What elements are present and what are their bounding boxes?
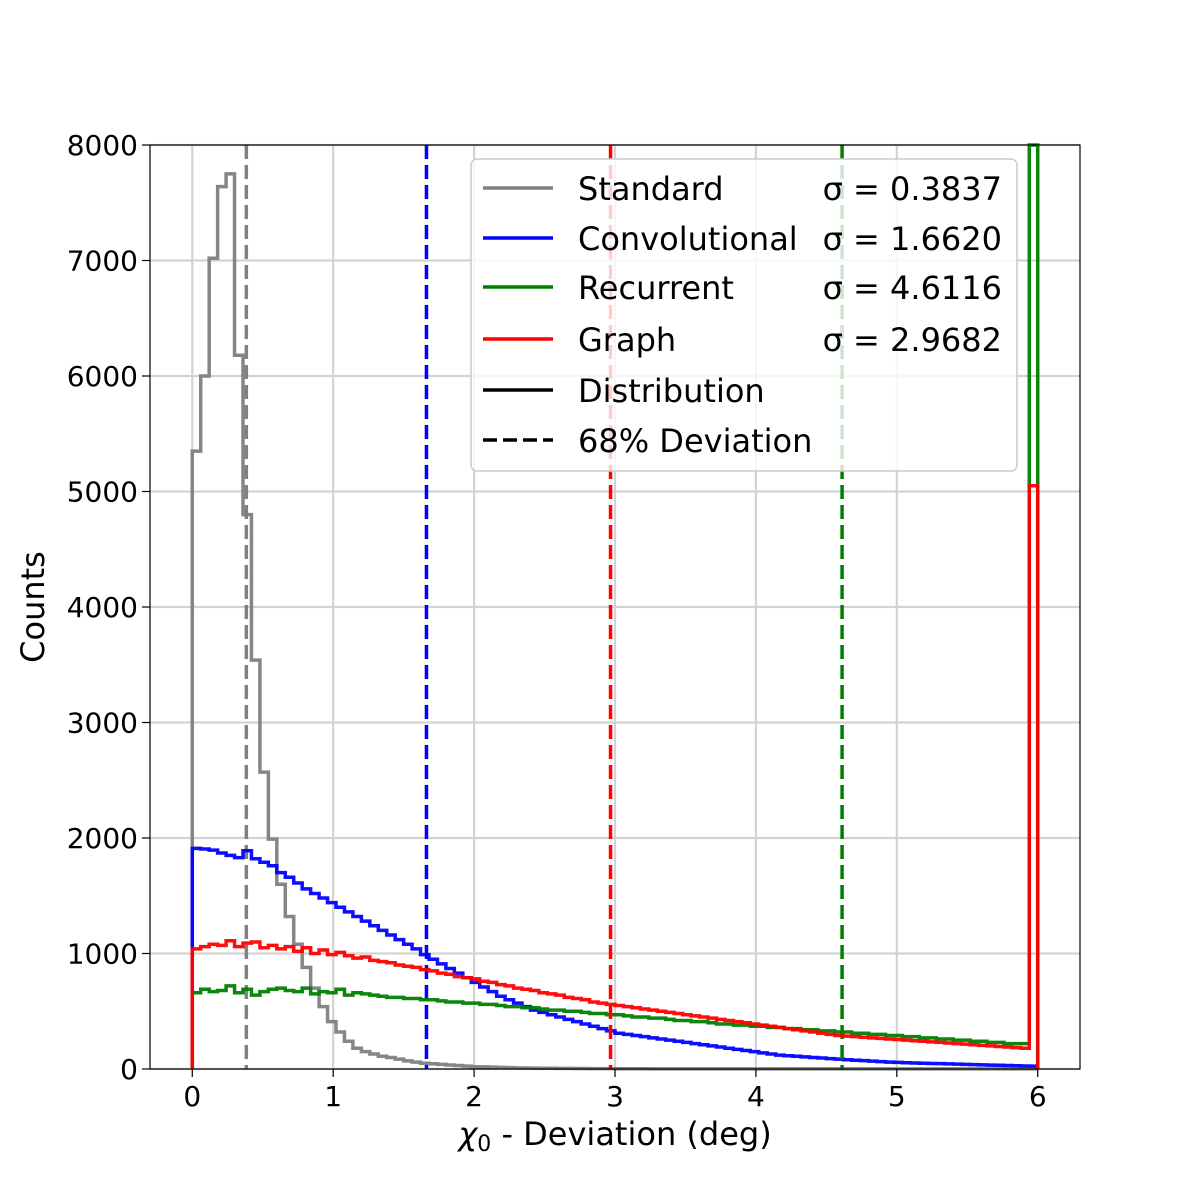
legend-label-distribution: Distribution	[578, 372, 765, 410]
y-tick-label: 5000	[67, 476, 138, 509]
legend-sigma-recurrent: σ = 4.6116	[823, 269, 1002, 307]
x-tick-label: 6	[1029, 1080, 1047, 1113]
y-tick-label: 2000	[67, 822, 138, 855]
y-axis-ticks: 0 1000 2000 3000 4000 5000 6000 7000 8000	[67, 129, 150, 1086]
x-tick-label: 2	[465, 1080, 483, 1113]
x-tick-label: 1	[324, 1080, 342, 1113]
x-axis-label: χ0 - Deviation (deg)	[456, 1115, 771, 1157]
y-tick-label: 3000	[67, 707, 138, 740]
legend-sigma-standard: σ = 0.3837	[823, 170, 1002, 208]
legend-label-deviation: 68% Deviation	[578, 422, 812, 460]
legend-sigma-graph: σ = 2.9682	[823, 321, 1002, 359]
legend-label-standard: Standard	[578, 170, 724, 208]
legend-box	[470, 158, 1018, 472]
legend-label-convolutional: Convolutional	[578, 220, 798, 258]
x-axis-label-subscript: 0	[477, 1132, 491, 1157]
x-axis-label-text: - Deviation (deg)	[491, 1115, 771, 1153]
legend-label-recurrent: Recurrent	[578, 269, 734, 307]
histogram-convolutional	[190, 846, 1040, 1069]
y-tick-label: 4000	[67, 591, 138, 624]
x-axis-label-symbol: χ	[456, 1115, 478, 1153]
y-tick-label: 8000	[67, 129, 138, 162]
y-tick-label: 0	[120, 1053, 138, 1086]
legend: Standard σ = 0.3837 Convolutional σ = 1.…	[470, 158, 1018, 472]
y-tick-label: 1000	[67, 938, 138, 971]
histogram-recurrent	[190, 143, 1040, 1069]
legend-sigma-convolutional: σ = 1.6620	[823, 220, 1002, 258]
y-axis-label: Counts	[14, 551, 52, 663]
y-tick-label: 6000	[67, 360, 138, 393]
x-tick-label: 3	[606, 1080, 624, 1113]
legend-label-graph: Graph	[578, 321, 676, 359]
y-tick-label: 7000	[67, 245, 138, 278]
x-axis-ticks: 0 1 2 3 4 5 6	[183, 1069, 1047, 1113]
x-tick-label: 4	[747, 1080, 765, 1113]
x-tick-label: 5	[888, 1080, 906, 1113]
histogram-graph	[190, 483, 1040, 1069]
x-tick-label: 0	[183, 1080, 201, 1113]
